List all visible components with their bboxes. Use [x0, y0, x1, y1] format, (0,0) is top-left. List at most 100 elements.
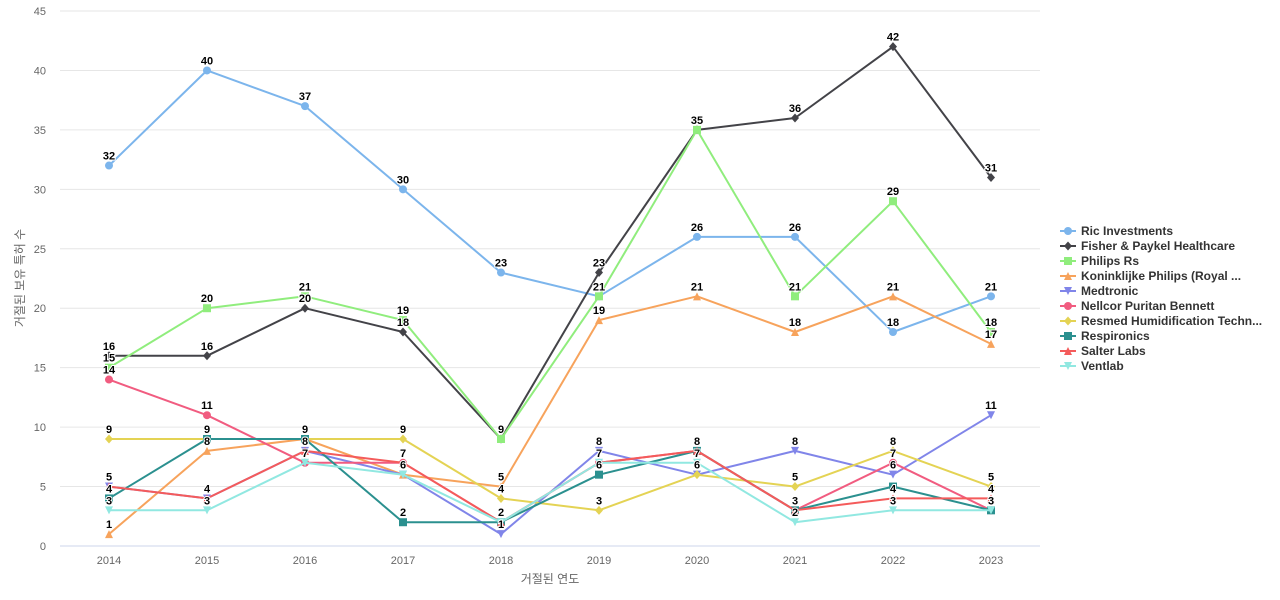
series-line[interactable] [108, 438, 992, 524]
legend-item[interactable]: Resmed Humidification Techn... [1060, 314, 1262, 328]
data-point[interactable] [105, 363, 113, 372]
series-line[interactable] [108, 461, 992, 524]
data-point[interactable] [497, 493, 505, 503]
data-point[interactable] [889, 197, 897, 206]
series-line[interactable] [108, 69, 992, 333]
legend-marker-icon[interactable] [1064, 272, 1072, 280]
legend-marker-icon[interactable] [1064, 302, 1072, 310]
series-line[interactable] [108, 295, 992, 536]
data-point[interactable] [105, 161, 113, 170]
data-point[interactable] [497, 518, 505, 527]
series-line[interactable] [108, 45, 992, 440]
legend-marker-icon[interactable] [1064, 287, 1072, 295]
series-line[interactable] [108, 414, 992, 536]
data-point[interactable] [399, 434, 407, 444]
data-point[interactable] [889, 458, 897, 467]
data-point[interactable] [497, 482, 505, 491]
data-point[interactable] [987, 482, 995, 492]
data-point[interactable] [791, 292, 799, 301]
data-point[interactable] [301, 446, 309, 455]
data-point[interactable] [987, 506, 995, 515]
legend-marker-icon[interactable] [1064, 227, 1072, 235]
data-point[interactable] [203, 304, 211, 313]
data-point[interactable] [791, 232, 799, 241]
data-point[interactable] [203, 66, 211, 75]
series-line[interactable] [108, 438, 992, 512]
data-point[interactable] [203, 411, 211, 420]
data-point[interactable] [791, 328, 799, 336]
data-point[interactable] [791, 482, 799, 492]
data-point[interactable] [203, 446, 211, 455]
data-point[interactable] [987, 292, 995, 301]
series-line[interactable] [108, 378, 992, 524]
data-point[interactable] [693, 446, 701, 455]
data-point[interactable] [595, 446, 603, 455]
data-point[interactable] [105, 351, 113, 361]
data-point[interactable] [987, 339, 995, 348]
data-point[interactable] [595, 268, 603, 278]
legend-item[interactable]: Salter Labs [1060, 344, 1146, 358]
data-point[interactable] [399, 518, 407, 527]
legend-item[interactable]: Medtronic [1060, 284, 1139, 298]
data-point[interactable] [889, 482, 897, 491]
data-point[interactable] [889, 506, 897, 515]
data-point[interactable] [791, 518, 799, 527]
data-point[interactable] [693, 232, 701, 241]
legend-marker-icon[interactable] [1064, 257, 1072, 265]
data-point[interactable] [595, 292, 603, 301]
data-point[interactable] [399, 316, 407, 325]
data-point[interactable] [595, 316, 603, 325]
legend-item[interactable]: Ric Investments [1060, 224, 1173, 238]
data-point[interactable] [203, 494, 211, 503]
legend-item[interactable]: Ventlab [1060, 359, 1124, 373]
data-point[interactable] [105, 506, 113, 515]
data-point[interactable] [497, 435, 505, 443]
legend-item[interactable]: Koninklijke Philips (Royal ... [1060, 269, 1241, 283]
data-point[interactable] [889, 328, 897, 336]
legend-marker-icon[interactable] [1064, 362, 1072, 370]
data-point[interactable] [987, 494, 995, 503]
data-point[interactable] [595, 505, 603, 515]
data-point[interactable] [497, 268, 505, 277]
data-point[interactable] [399, 458, 407, 467]
legend-item[interactable]: Fisher & Paykel Healthcare [1060, 239, 1235, 253]
data-point[interactable] [105, 530, 113, 539]
data-point[interactable] [105, 375, 113, 384]
legend-marker-icon[interactable] [1064, 347, 1072, 355]
data-point[interactable] [987, 172, 995, 182]
data-point[interactable] [889, 292, 897, 301]
data-point[interactable] [301, 303, 309, 313]
data-point[interactable] [889, 446, 897, 456]
data-point[interactable] [889, 42, 897, 52]
data-point[interactable] [105, 434, 113, 444]
data-point[interactable] [105, 494, 113, 503]
legend-marker-icon[interactable] [1064, 316, 1072, 326]
data-point[interactable] [105, 482, 113, 491]
data-point[interactable] [399, 185, 407, 194]
data-point[interactable] [791, 113, 799, 123]
data-point[interactable] [791, 506, 799, 515]
data-point[interactable] [301, 435, 309, 443]
data-point[interactable] [203, 351, 211, 361]
data-point[interactable] [497, 530, 505, 539]
legend-marker-icon[interactable] [1064, 241, 1072, 251]
data-point[interactable] [399, 470, 407, 479]
data-point[interactable] [693, 292, 701, 301]
data-point[interactable] [595, 458, 603, 467]
data-point[interactable] [889, 494, 897, 503]
legend-item[interactable]: Philips Rs [1060, 254, 1139, 268]
data-point[interactable] [693, 470, 701, 480]
data-point[interactable] [301, 292, 309, 301]
data-point[interactable] [595, 470, 603, 479]
legend-item[interactable]: Respironics [1060, 329, 1150, 343]
data-point[interactable] [693, 125, 701, 134]
data-point[interactable] [889, 470, 897, 479]
data-point[interactable] [791, 446, 799, 455]
data-point[interactable] [399, 327, 407, 337]
data-point[interactable] [301, 458, 309, 467]
data-point[interactable] [301, 102, 309, 111]
series-line[interactable] [108, 128, 992, 440]
legend-item[interactable]: Nellcor Puritan Bennett [1060, 299, 1214, 313]
data-point[interactable] [693, 458, 701, 467]
